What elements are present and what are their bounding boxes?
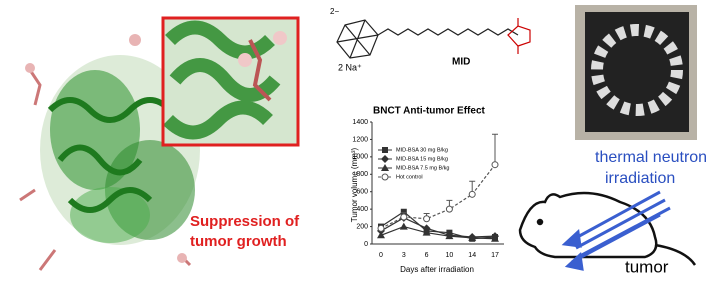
y-tick-label: 1400 bbox=[352, 119, 368, 126]
y-tick-label: 800 bbox=[356, 171, 368, 178]
target-label: tumor bbox=[625, 257, 669, 276]
beam-label: thermal neutron bbox=[595, 149, 707, 166]
mouse-drawing bbox=[518, 191, 697, 266]
data-point bbox=[422, 228, 431, 236]
y-tick-label: 1200 bbox=[352, 136, 368, 143]
irradiation-photo bbox=[575, 5, 697, 140]
data-point bbox=[468, 190, 476, 198]
x-axis-label: Days after irradiation bbox=[400, 265, 474, 274]
data-point bbox=[381, 155, 389, 163]
caption-line: tumor growth bbox=[190, 233, 287, 250]
legend-label: MID-BSA 30 mg B/kg bbox=[396, 147, 448, 153]
data-point bbox=[381, 173, 389, 181]
x-tick-label: 3 bbox=[402, 252, 406, 259]
data-point bbox=[422, 224, 431, 233]
charge-label: 2− bbox=[330, 7, 339, 16]
x-tick-label: 17 bbox=[491, 252, 499, 259]
data-point bbox=[377, 231, 385, 239]
data-point bbox=[445, 232, 454, 240]
protein-illustration bbox=[19, 34, 200, 271]
plot-area: 0 200 400 600 800 1000 1200 1400 0 3 6 10 14 17 MID-BS… bbox=[352, 119, 504, 259]
x-tick-label: 6 bbox=[425, 252, 429, 259]
y-tick-label: 1000 bbox=[352, 154, 368, 161]
x-tick-label: 0 bbox=[379, 252, 383, 259]
data-point bbox=[381, 164, 389, 171]
data-point bbox=[382, 147, 388, 153]
chart-title: BNCT Anti-tumor Effect bbox=[373, 106, 486, 117]
data-point bbox=[491, 234, 499, 242]
x-tick-label: 14 bbox=[468, 252, 476, 259]
y-tick-label: 0 bbox=[364, 241, 368, 248]
data-point bbox=[445, 205, 453, 213]
y-tick-label: 200 bbox=[356, 223, 368, 230]
beam-arrows bbox=[561, 190, 671, 271]
chemical-structure bbox=[336, 18, 531, 59]
legend-label: MID-BSA 15 mg B/kg bbox=[396, 156, 448, 162]
inset-zoom bbox=[161, 16, 300, 147]
y-axis-label: Tumor volume (mm³) bbox=[350, 147, 359, 222]
series-line bbox=[380, 225, 496, 240]
legend-label: MID-BSA 7.5 mg B/kg bbox=[396, 165, 450, 171]
data-point bbox=[400, 213, 408, 221]
error-bar bbox=[492, 133, 498, 165]
y-tick-label: 400 bbox=[356, 206, 368, 213]
data-point bbox=[491, 161, 499, 169]
y-tick-label: 600 bbox=[356, 189, 368, 196]
data-point bbox=[468, 233, 477, 241]
counter-ion: 2 Na⁺ bbox=[338, 62, 362, 72]
data-point bbox=[423, 215, 431, 223]
series-line bbox=[380, 164, 496, 229]
data-point bbox=[399, 222, 408, 230]
beam-label: irradiation bbox=[605, 170, 675, 187]
x-tick-label: 10 bbox=[446, 252, 454, 259]
caption-line: Suppression of bbox=[190, 213, 300, 230]
data-point bbox=[400, 208, 407, 215]
legend-label: Hot control bbox=[396, 174, 423, 180]
molecule-label: MID bbox=[452, 57, 470, 68]
data-point bbox=[377, 224, 385, 232]
